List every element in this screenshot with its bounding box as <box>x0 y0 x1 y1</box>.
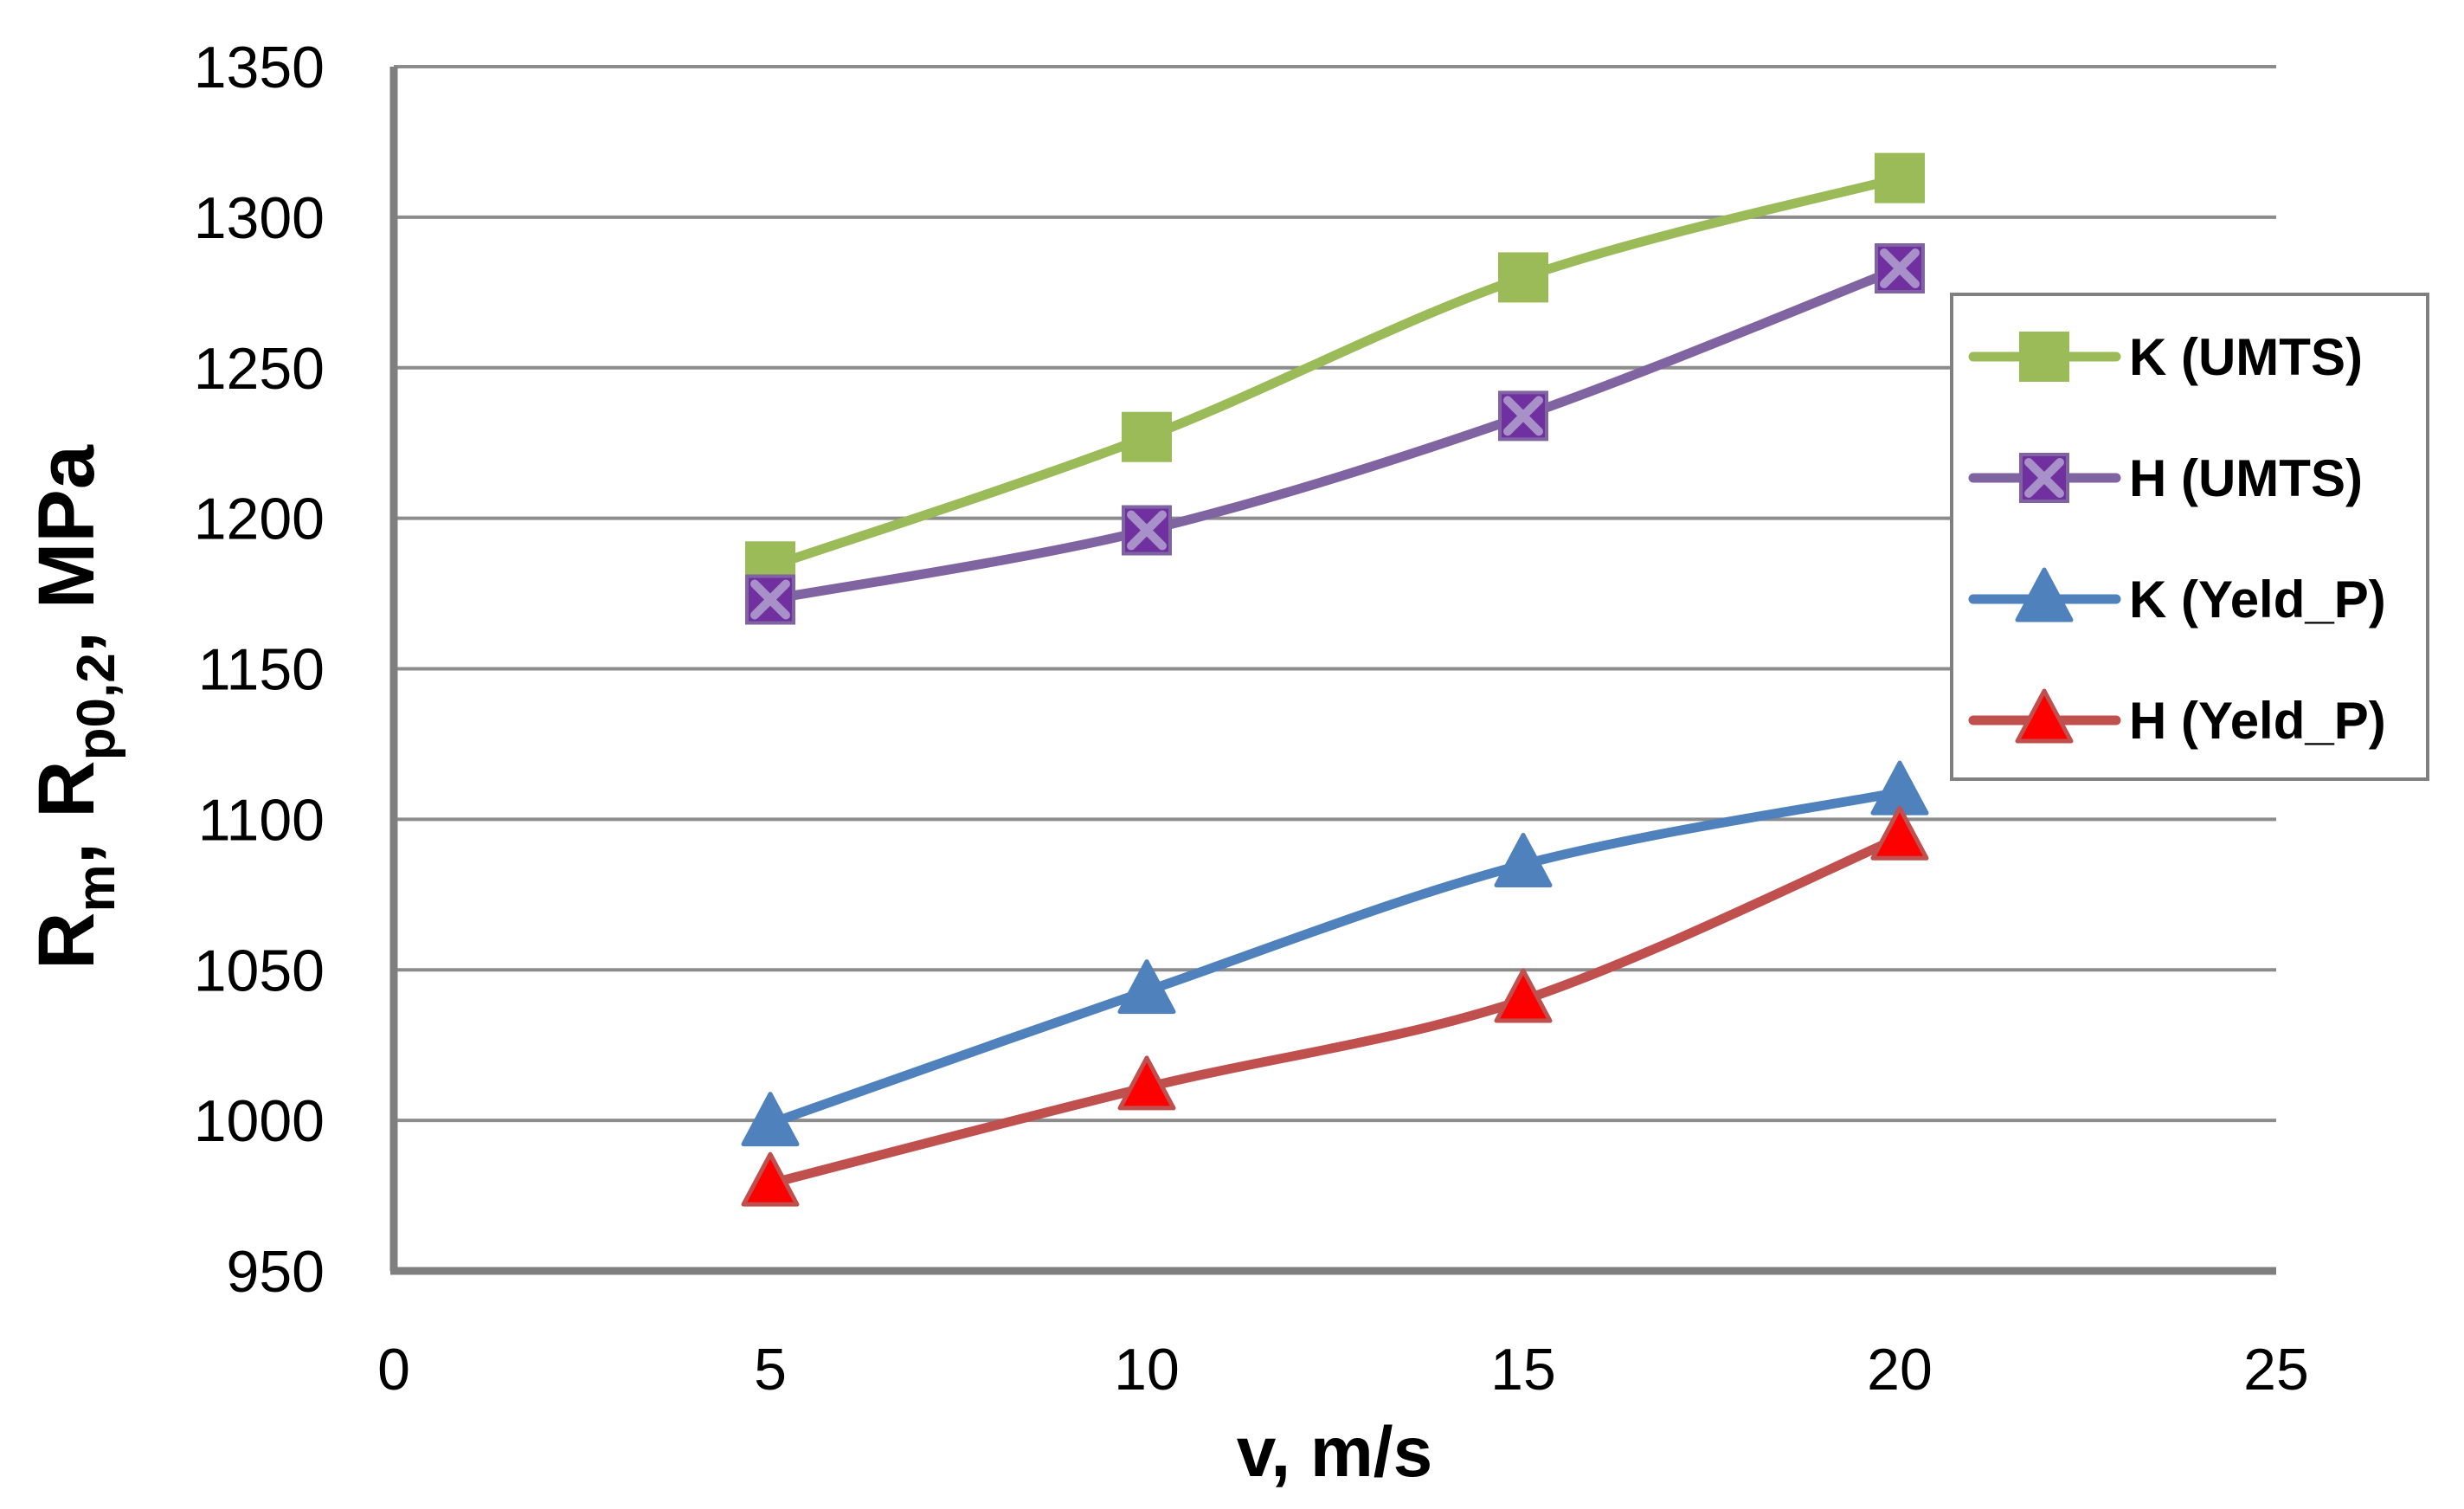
marker-triangle <box>741 1092 800 1147</box>
gridlines <box>394 65 2276 1123</box>
x-axis-label: v, m/s <box>1237 1413 1432 1492</box>
y-label-r2: R <box>23 760 111 817</box>
y-tick-label: 1200 <box>194 487 325 552</box>
series-2 <box>741 760 1929 1147</box>
marker-triangle <box>1494 833 1553 888</box>
y-tick-labels: 950 1000 1050 1100 1150 1200 1250 1300 1350 <box>194 35 325 1305</box>
series-3 <box>741 805 1929 1207</box>
legend-label: H (UMTS) <box>2129 449 2363 507</box>
marker-x <box>1880 248 1920 288</box>
legend-marker <box>2015 688 2074 744</box>
legend-label: H (Yeld_P) <box>2129 692 2386 750</box>
data-point <box>745 574 795 625</box>
marker-triangle <box>2015 567 2074 622</box>
series-0 <box>745 152 1925 592</box>
series-line <box>765 173 1905 571</box>
x-tick-label: 25 <box>2243 1337 2309 1403</box>
x-tick-label: 15 <box>1490 1337 1556 1403</box>
x-tick-labels: 0 5 10 15 20 25 <box>377 1337 2309 1403</box>
x-tick-label: 10 <box>1114 1337 1180 1403</box>
data-point <box>1494 833 1553 888</box>
data-point <box>1117 1055 1176 1111</box>
marker-triangle <box>1870 760 1929 816</box>
y-label-sub-m: m <box>67 864 126 912</box>
legend-item-1: H (UMTS) <box>1968 449 2363 507</box>
marker-square <box>2019 332 2069 382</box>
y-axis-label: Rm, Rp0,2, MPa <box>23 444 126 970</box>
marker-triangle <box>1870 805 1929 861</box>
y-tick-label: 1300 <box>194 185 325 251</box>
data-point <box>1117 959 1176 1015</box>
legend: K (UMTS) H (UMTS) K (Yeld_P) H (Yeld_P) <box>1950 293 2429 781</box>
data-point <box>1870 760 1929 816</box>
legend-item-3: H (Yeld_P) <box>1968 688 2386 750</box>
marker-triangle <box>1117 1055 1176 1111</box>
data-point <box>1122 411 1172 462</box>
marker-square <box>1498 252 1548 303</box>
x-tick-label: 0 <box>377 1337 410 1403</box>
legend-marker <box>2019 453 2069 503</box>
legend-marker <box>2019 332 2069 382</box>
marker-triangle <box>2015 688 2074 744</box>
series-line <box>765 263 1905 605</box>
data-point <box>1875 242 1925 293</box>
series-group <box>741 152 1929 1207</box>
x-tick-label: 20 <box>1867 1337 1933 1403</box>
legend-item-0: K (UMTS) <box>1968 328 2363 386</box>
y-label-sep: , <box>23 842 111 865</box>
marker-x <box>1503 396 1543 436</box>
marker-triangle <box>1494 968 1553 1023</box>
y-tick-label: 1250 <box>194 336 325 402</box>
y-tick-label: 1000 <box>194 1088 325 1154</box>
marker-triangle <box>1117 959 1176 1015</box>
svg-text:Rm,Rp0,2, MPa: Rm, Rp0,2, MPa <box>23 444 126 970</box>
y-label-r1: R <box>23 912 111 970</box>
axes <box>389 67 2276 1275</box>
legend-label: K (UMTS) <box>2129 328 2363 386</box>
legend-label: K (Yeld_P) <box>2129 571 2386 629</box>
legend-item-2: K (Yeld_P) <box>1968 567 2386 629</box>
series-1 <box>745 242 1925 625</box>
marker-square <box>1122 411 1172 462</box>
data-point <box>1875 152 1925 203</box>
data-point <box>1122 505 1172 556</box>
data-point <box>741 1092 800 1147</box>
y-tick-label: 950 <box>227 1239 325 1305</box>
data-point <box>1498 252 1548 303</box>
y-label-sub-p: p0,2 <box>67 653 126 760</box>
x-tick-label: 5 <box>754 1337 787 1403</box>
data-point <box>741 1151 800 1207</box>
y-tick-label: 1150 <box>198 637 325 703</box>
y-label-unit: , MPa <box>23 444 111 653</box>
y-tick-label: 1100 <box>198 787 325 853</box>
marker-x <box>2024 458 2064 498</box>
marker-x <box>750 579 790 620</box>
marker-x <box>1127 510 1167 551</box>
legend-marker <box>2015 567 2074 622</box>
data-point <box>1494 968 1553 1023</box>
series-line <box>765 832 1905 1189</box>
marker-square <box>1875 152 1925 203</box>
marker-triangle <box>741 1151 800 1207</box>
data-point <box>1498 390 1548 442</box>
data-point <box>1870 805 1929 861</box>
series-line <box>765 787 1905 1129</box>
y-tick-label: 1350 <box>194 35 325 100</box>
y-tick-label: 1050 <box>194 938 325 1003</box>
